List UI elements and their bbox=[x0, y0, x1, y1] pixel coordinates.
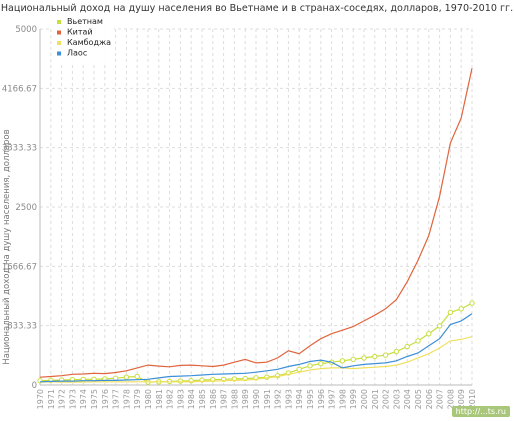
x-tick-label: 1977 bbox=[112, 389, 121, 409]
legend-swatch bbox=[57, 20, 61, 24]
axes: 0 833.33 1666.67 2500 3333.33 4166.67 5000 1970… bbox=[2, 25, 477, 409]
legend-box bbox=[52, 17, 114, 65]
series-0 bbox=[37, 300, 475, 385]
y-axis-label: Национальный доход на душу населения, до… bbox=[2, 129, 12, 364]
x-tick-label: 1991 bbox=[263, 389, 272, 409]
data-point bbox=[339, 358, 346, 364]
series-1 bbox=[39, 68, 473, 378]
data-point bbox=[123, 374, 130, 380]
x-tick-label: 1983 bbox=[176, 389, 185, 409]
legend-entry: Китай bbox=[67, 28, 93, 37]
series-line bbox=[39, 68, 473, 378]
y-tick-label: 0 bbox=[32, 381, 37, 391]
data-point bbox=[350, 356, 356, 363]
data-point bbox=[361, 355, 367, 361]
y-tick-label: 1666.67 bbox=[2, 262, 37, 272]
data-point bbox=[436, 323, 443, 329]
y-tick-label: 5000 bbox=[15, 25, 37, 35]
series-line bbox=[39, 336, 473, 383]
y-tick-label: 833.33 bbox=[7, 322, 37, 332]
series-2 bbox=[39, 336, 473, 383]
legend-swatch bbox=[57, 30, 61, 35]
y-tick-label: 3333.33 bbox=[2, 144, 37, 154]
series-3 bbox=[39, 313, 473, 383]
x-tick-label: 1981 bbox=[155, 389, 164, 409]
data-point bbox=[393, 348, 400, 355]
x-tick-label: 1994 bbox=[295, 389, 304, 409]
x-tick-label: 1974 bbox=[79, 389, 88, 409]
x-tick-label: 1975 bbox=[90, 389, 99, 409]
x-tick-label: 1980 bbox=[144, 389, 153, 409]
data-point bbox=[447, 309, 454, 316]
x-tick-label: 1984 bbox=[187, 389, 196, 409]
legend-swatch bbox=[57, 41, 61, 45]
data-point bbox=[404, 343, 410, 350]
data-point bbox=[372, 353, 378, 360]
x-tick-label: 1990 bbox=[252, 389, 261, 409]
legend-swatch bbox=[57, 51, 61, 56]
x-tick-label: 1970 bbox=[36, 389, 45, 409]
legend-entry: Лаос bbox=[67, 49, 87, 58]
x-tick-label: 1989 bbox=[241, 389, 250, 409]
x-tick-label: 1976 bbox=[101, 389, 110, 409]
x-tick-label: 1973 bbox=[68, 389, 77, 409]
legend-entry: Камбоджа bbox=[67, 38, 111, 47]
data-point bbox=[296, 366, 302, 373]
x-tick-label: 1992 bbox=[274, 389, 283, 409]
y-tick-label: 2500 bbox=[15, 203, 37, 213]
x-tick-label: 1972 bbox=[58, 389, 67, 409]
x-tick-label: 1979 bbox=[133, 389, 142, 409]
x-tick-label: 1998 bbox=[338, 389, 347, 409]
x-tick-label: 1978 bbox=[122, 389, 131, 409]
x-tick-label: 1987 bbox=[220, 389, 229, 409]
data-point bbox=[318, 360, 324, 367]
x-tick-label: 1993 bbox=[284, 389, 293, 409]
chart-title: Национальный доход на душу населения во … bbox=[0, 3, 514, 14]
x-tick-label: 1971 bbox=[47, 389, 56, 409]
x-tick-label: 1995 bbox=[306, 389, 315, 409]
watermark: http://...ts.ru bbox=[451, 406, 510, 417]
series-line bbox=[39, 313, 473, 383]
grid bbox=[39, 28, 473, 386]
data-point bbox=[177, 378, 184, 384]
x-tick-label: 1986 bbox=[209, 389, 218, 409]
data-point bbox=[469, 300, 475, 306]
x-tick-label: 2008 bbox=[446, 389, 455, 409]
data-point bbox=[134, 373, 140, 380]
x-tick-label: 2005 bbox=[414, 389, 423, 409]
x-tick-label: 2003 bbox=[392, 389, 401, 409]
x-tick-label: 1988 bbox=[230, 389, 239, 409]
x-tick-label: 1997 bbox=[328, 389, 337, 409]
x-tick-label: 2001 bbox=[371, 389, 380, 409]
x-tick-label: 2000 bbox=[360, 389, 369, 409]
x-tick-label: 1982 bbox=[166, 389, 175, 409]
x-tick-label: 2002 bbox=[382, 389, 391, 409]
data-point bbox=[382, 352, 389, 358]
data-point bbox=[426, 331, 432, 337]
x-tick-label: 1999 bbox=[349, 389, 358, 409]
x-tick-label: 2009 bbox=[457, 389, 466, 409]
x-tick-label: 2010 bbox=[468, 389, 477, 409]
y-tick-label: 4166.67 bbox=[2, 84, 37, 94]
x-tick-label: 1996 bbox=[317, 389, 326, 409]
legend-entry: Вьетнам bbox=[67, 17, 103, 26]
data-point bbox=[307, 363, 313, 369]
x-tick-label: 2006 bbox=[425, 389, 434, 409]
x-tick-label: 1985 bbox=[198, 389, 207, 409]
series-lines bbox=[37, 68, 475, 385]
x-tick-label: 2004 bbox=[403, 389, 412, 409]
data-point bbox=[415, 338, 421, 344]
data-point bbox=[458, 306, 464, 312]
x-tick-label: 2007 bbox=[436, 389, 445, 409]
